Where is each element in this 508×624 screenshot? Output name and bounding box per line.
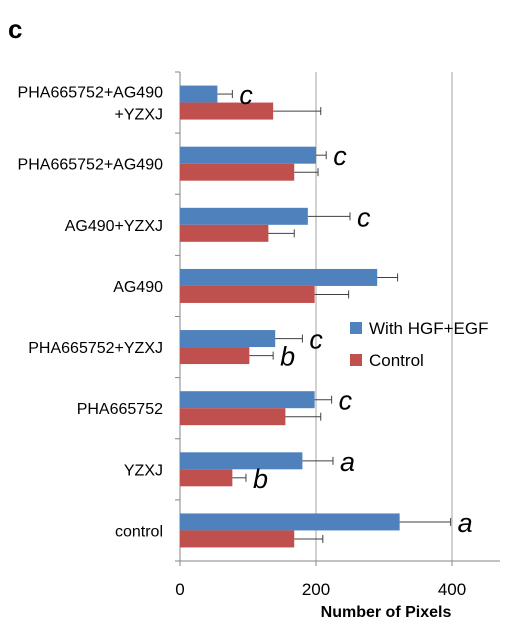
bar-with-hgf-egf (180, 330, 276, 348)
bar-with-hgf-egf (180, 391, 315, 409)
bar-control (180, 102, 274, 120)
bar-with-hgf-egf (180, 513, 400, 531)
bar-with-hgf-egf (180, 268, 378, 286)
bar-control (180, 530, 295, 548)
legend: With HGF+EGF Control (350, 319, 488, 370)
significance-letter: b (253, 464, 268, 494)
x-axis-title: Number of Pixels (321, 604, 452, 621)
error-bars (217, 90, 452, 543)
x-tick-label: 0 (175, 580, 184, 599)
bar-control (180, 408, 286, 426)
bar-control (180, 224, 269, 242)
category-label: YZXJ (124, 462, 163, 479)
bar-with-hgf-egf (180, 146, 316, 164)
category-label: PHA665752+YZXJ (28, 340, 163, 357)
category-label: AG490+YZXJ (65, 218, 163, 235)
significance-letter: a (340, 447, 355, 477)
bar-control (180, 469, 233, 487)
category-label: control (115, 523, 163, 540)
legend-swatch (350, 354, 362, 366)
bar-with-hgf-egf (180, 85, 218, 103)
tick-labels: 0 200 400 (175, 580, 466, 599)
bar-with-hgf-egf (180, 452, 303, 470)
significance-letter: c (339, 386, 353, 416)
bar-control (180, 163, 295, 181)
legend-label: With HGF+EGF (369, 319, 488, 338)
legend-swatch (350, 322, 362, 334)
significance-letter: c (333, 141, 347, 171)
bar-with-hgf-egf (180, 207, 308, 225)
significance-letter: a (458, 508, 473, 538)
x-tick-label: 200 (302, 580, 330, 599)
panel-label: c (8, 14, 22, 44)
significance-letter: c (309, 325, 323, 355)
bar-control (180, 285, 315, 303)
bars (180, 85, 400, 548)
category-label: AG490 (113, 279, 163, 296)
x-tick-label: 400 (438, 580, 466, 599)
significance-letter: c (239, 80, 253, 110)
category-label: PHA665752+AG490 +YZXJ (18, 85, 164, 124)
significance-letter: c (357, 202, 371, 232)
bar-control (180, 347, 250, 365)
category-label: PHA665752+AG490 (18, 157, 164, 174)
significance-letter: b (280, 342, 295, 372)
category-labels: PHA665752+AG490 +YZXJ PHA665752+AG490 AG490… (18, 85, 164, 541)
legend-label: Control (369, 351, 424, 370)
category-label: PHA665752 (77, 401, 163, 418)
